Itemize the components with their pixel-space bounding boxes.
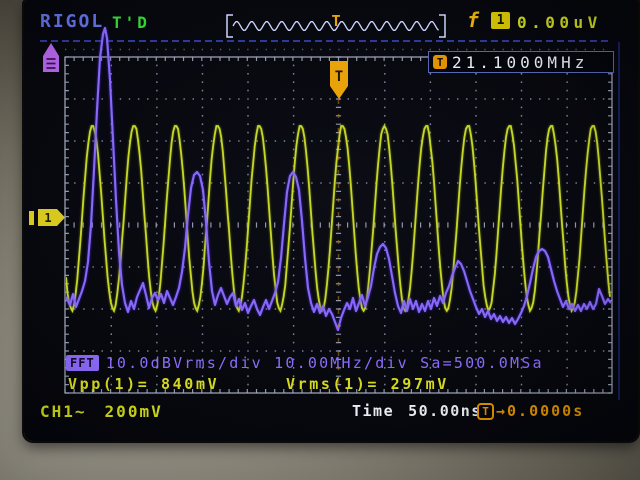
channel1-label: CH1 — [40, 402, 75, 421]
ch1-trace — [66, 124, 611, 314]
preview-trigger-marker: T — [331, 12, 340, 30]
preview-trigger-label: T — [331, 12, 340, 30]
timebase-status: Time 50.00ns — [352, 402, 482, 420]
channel1-edge-tick-icon — [29, 211, 34, 225]
time-label: Time — [352, 402, 395, 420]
trigger-edge-icon: f — [467, 8, 480, 32]
vrms-measurement: Vrms(1)= 297mV — [286, 375, 449, 393]
channel1-marker-icon — [38, 209, 65, 226]
fft-status-line: FFT 10.0dBVrms/div 10.00MHz/div Sa=500.0… — [66, 354, 544, 372]
horizontal-preview-bar — [40, 14, 612, 51]
math-position-marker — [43, 43, 59, 72]
coupling-ac-icon: ~ — [74, 402, 87, 421]
trigger-level-readout: 0.00uV — [517, 13, 602, 32]
volts-per-div: 200mV — [104, 402, 163, 421]
fft-badge: FFT — [66, 355, 99, 371]
fft-trace — [66, 26, 611, 332]
trigger-offset-value: →0.0000s — [496, 402, 585, 420]
trigger-offset-t-icon: T — [477, 402, 494, 420]
fft-scale-readout: 10.0dBVrms/div 10.00MHz/div Sa=500.0MSa — [105, 354, 544, 372]
vpp-measurement: Vpp(1)= 840mV — [68, 375, 220, 393]
trigger-flag-label: T — [335, 69, 343, 85]
brand-logo: RIGOL — [40, 11, 105, 32]
channel1-status: CH1 ~ 200mV — [40, 402, 163, 421]
trigger-status: T'D — [112, 13, 150, 32]
graticule-grid — [64, 56, 613, 394]
channel1-level-marker: 1 — [29, 209, 65, 226]
frequency-counter-value: 21.1000MHz — [452, 52, 589, 72]
trigger-position-marker: T — [330, 61, 348, 390]
math-marker-icon — [43, 43, 59, 72]
channel1-marker-label: 1 — [44, 211, 51, 225]
trigger-source-badge: 1 — [491, 12, 510, 29]
frequency-counter-box: T 21.1000MHz — [428, 51, 614, 73]
waveform-traces — [66, 26, 611, 332]
math-marker-lines-icon — [46, 58, 56, 69]
trigger-flag-icon — [330, 61, 348, 99]
counter-trigger-icon: T — [433, 55, 447, 69]
trigger-offset-status: T →0.0000s — [477, 402, 584, 420]
time-per-div: 50.00ns — [408, 402, 482, 420]
